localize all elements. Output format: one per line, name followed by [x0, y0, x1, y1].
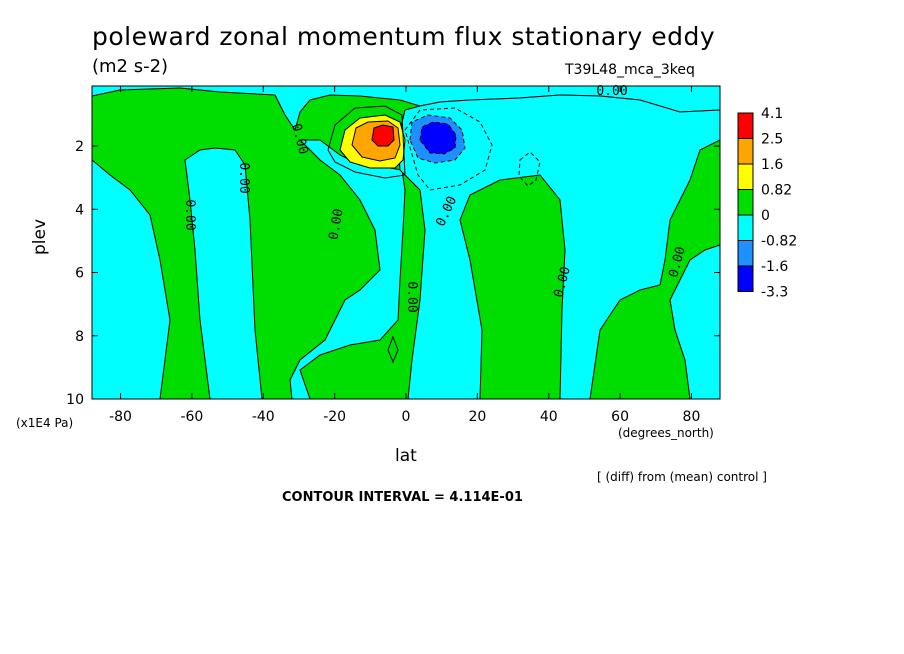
colorbar-swatch: [737, 189, 754, 216]
x-tick-label: -60: [180, 409, 203, 425]
colorbar-swatch: [737, 138, 754, 165]
colorbar-label: 2.5: [761, 132, 783, 148]
dashed-contour-outer: [404, 107, 493, 191]
max-level-2.5: [371, 124, 395, 147]
run-id: T39L48_mca_3keq: [565, 62, 695, 78]
x-tick-label: 80: [683, 409, 701, 425]
colorbar: 4.1 2.5 1.6 0.82 0 -0.82 -1.6 -3.3: [737, 106, 797, 301]
y-axis-units: (x1E4 Pa): [16, 416, 74, 430]
colorbar-label: 4.1: [761, 106, 783, 122]
colorbar-label: -3.3: [761, 285, 788, 301]
chart-units: (m2 s-2): [92, 56, 169, 77]
region-cyan-west2: [184, 147, 263, 399]
contour-label: 0.00: [326, 208, 346, 241]
x-axis-units: (degrees_north): [618, 426, 714, 440]
contour-interval: CONTOUR INTERVAL = 4.114E-01: [282, 490, 523, 505]
plot-fill-layer: [92, 86, 720, 399]
y-tick-label: 8: [75, 329, 84, 345]
colorbar-label: 0.82: [761, 183, 792, 199]
colorbar-label: 1.6: [761, 157, 783, 173]
x-tick-label: 60: [611, 409, 629, 425]
colorbar-swatch: [737, 214, 754, 241]
chart-title: poleward zonal momentum flux stationary …: [92, 22, 716, 51]
region-cyan-east2: [669, 244, 720, 399]
x-tick-label: -40: [252, 409, 275, 425]
y-tick-label: 2: [75, 139, 84, 155]
contour-label: 0.00: [236, 162, 251, 193]
region-cyan-east: [397, 94, 720, 399]
min-level-1.6: [419, 121, 457, 155]
solid-contour-outer-max: [327, 105, 406, 179]
colorbar-swatch: [737, 163, 754, 190]
dashed-contour-small: [518, 151, 541, 187]
y-tick-label: 4: [75, 202, 84, 218]
colorbar-swatch: [737, 240, 754, 267]
colorbar-label: 0: [761, 208, 770, 224]
colorbar-label: -0.82: [761, 234, 797, 250]
contour-label: 0.00: [596, 84, 627, 99]
region-cyan-central: [289, 139, 406, 399]
colorbar-swatch: [737, 265, 754, 292]
colorbar-label: -1.6: [761, 259, 788, 275]
region-cyan-west: [92, 159, 171, 399]
y-axis-ticks: 2 4 6 8 10: [66, 139, 720, 408]
x-tick-label: 0: [402, 409, 411, 425]
x-tick-label: 40: [540, 409, 558, 425]
diff-note: [ (diff) from (mean) control ]: [597, 470, 767, 484]
x-tick-label: -20: [323, 409, 346, 425]
x-tick-label: 20: [468, 409, 486, 425]
x-axis-label: lat: [395, 446, 417, 466]
contour-label: 0.00: [182, 199, 197, 230]
x-axis-ticks: -80 -60 -40 -20 0 20 40 60 80: [109, 86, 700, 425]
diamond-contour: [387, 335, 399, 364]
x-tick-label: -80: [109, 409, 132, 425]
y-tick-label: 6: [75, 266, 84, 282]
colorbar-swatch: [737, 112, 754, 139]
y-tick-label: 10: [66, 392, 84, 408]
contour-label: 0.00: [404, 281, 419, 312]
